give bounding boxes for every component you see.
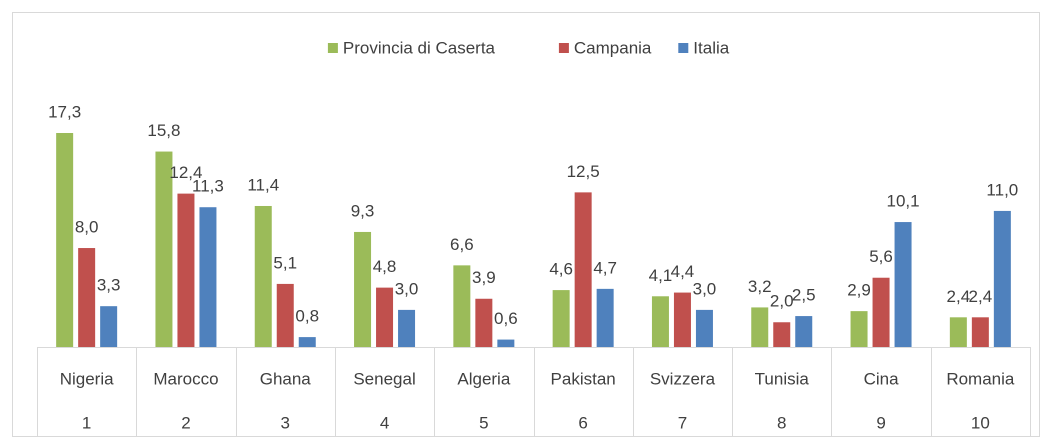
bar: [199, 207, 217, 347]
bar: [276, 283, 294, 347]
bar: [574, 192, 592, 347]
bar: [894, 222, 912, 347]
data-label: 4,4: [671, 262, 695, 281]
x-group-label: 9: [876, 413, 885, 432]
x-tick-label: Senegal: [353, 369, 415, 388]
x-tick-label: Pakistan: [551, 369, 616, 388]
bar: [453, 265, 471, 347]
data-label: 0,6: [494, 309, 518, 328]
x-tick-label: Cina: [864, 369, 900, 388]
x-tick-label: Nigeria: [60, 369, 114, 388]
bar: [971, 317, 989, 347]
x-group-label: 8: [777, 413, 786, 432]
x-tick-label: Ghana: [260, 369, 312, 388]
bar: [177, 193, 195, 347]
data-label: 3,3: [97, 276, 121, 295]
x-group-label: 3: [281, 413, 290, 432]
x-group-label: 7: [678, 413, 687, 432]
data-label: 11,3: [192, 177, 224, 196]
data-label: 6,6: [450, 235, 474, 254]
data-label: 2,4: [969, 287, 993, 306]
data-label: 2,9: [847, 281, 871, 300]
bar: [773, 322, 791, 347]
data-label: 3,0: [693, 279, 717, 298]
data-label: 2,5: [792, 286, 816, 305]
bar: [673, 292, 691, 347]
data-label: 3,0: [395, 279, 419, 298]
bar: [751, 307, 769, 347]
bar: [254, 205, 272, 347]
data-label: 4,8: [373, 257, 397, 276]
data-label: 4,7: [593, 258, 617, 277]
bar: [497, 339, 515, 347]
legend-label: Campania: [574, 38, 652, 57]
data-label: 12,4: [169, 163, 202, 182]
data-label: 3,2: [748, 277, 772, 296]
bar: [850, 311, 868, 347]
data-label: 3,9: [472, 268, 496, 287]
bar: [596, 288, 614, 347]
bar: [949, 317, 967, 347]
legend-swatch: [678, 43, 689, 53]
bar: [993, 210, 1011, 347]
x-tick-label: Marocco: [153, 369, 218, 388]
legend-swatch: [558, 43, 569, 53]
data-label: 0,8: [295, 307, 319, 326]
data-label: 10,1: [887, 192, 920, 211]
bar: [155, 151, 173, 347]
data-label: 2,0: [770, 292, 794, 311]
bar: [298, 337, 316, 347]
bar: [552, 290, 570, 347]
legend-label: Italia: [693, 38, 729, 57]
data-label: 17,3: [48, 102, 81, 121]
x-group-label: 2: [181, 413, 190, 432]
data-label: 5,1: [273, 253, 297, 272]
data-label: 9,3: [351, 201, 375, 220]
bar: [475, 298, 493, 347]
data-label: 15,8: [147, 121, 180, 140]
bar: [795, 316, 813, 347]
x-group-label: 1: [82, 413, 91, 432]
data-label: 2,4: [947, 287, 971, 306]
data-label: 8,0: [75, 218, 99, 237]
x-tick-label: Algeria: [457, 369, 510, 388]
bar: [398, 309, 416, 347]
bar: [78, 248, 96, 347]
x-group-label: 10: [971, 413, 990, 432]
data-label: 5,6: [869, 247, 893, 266]
bar: [100, 306, 118, 347]
legend-label: Provincia di Caserta: [343, 38, 496, 57]
bar: [695, 309, 713, 347]
bar: [376, 287, 394, 347]
data-label: 4,1: [649, 266, 673, 285]
data-label: 11,4: [247, 175, 279, 194]
bar: [56, 133, 74, 347]
x-tick-label: Svizzera: [650, 369, 716, 388]
data-label: 12,5: [567, 162, 600, 181]
bar: [872, 277, 890, 347]
bar: [651, 296, 669, 347]
x-group-label: 6: [578, 413, 587, 432]
bar: [354, 231, 372, 347]
data-label: 11,0: [986, 180, 1018, 199]
data-label: 4,6: [549, 260, 573, 279]
legend-swatch: [327, 43, 338, 53]
x-group-label: 4: [380, 413, 389, 432]
x-tick-label: Romania: [946, 369, 1015, 388]
x-tick-label: Tunisia: [755, 369, 810, 388]
x-group-label: 5: [479, 413, 488, 432]
